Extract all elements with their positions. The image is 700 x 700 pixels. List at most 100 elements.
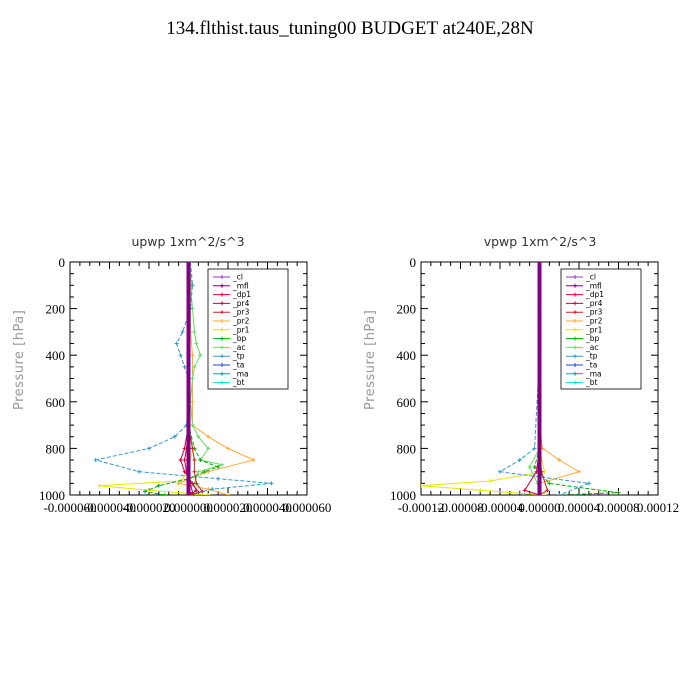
series-point (545, 488, 550, 493)
legend-entry: _dp1 (585, 290, 604, 299)
zero-marker (537, 400, 542, 404)
series-point (206, 493, 211, 495)
zero-marker (186, 355, 191, 359)
x-tick-label: -0.00004 (477, 500, 524, 515)
zero-marker (537, 263, 542, 267)
series-point (577, 469, 581, 474)
zero-marker (186, 341, 191, 345)
zero-marker (537, 492, 542, 495)
zero-marker (186, 372, 191, 376)
zero-marker (186, 302, 191, 306)
zero-marker (186, 436, 191, 440)
x-tick-label: -0.00008 (437, 500, 484, 515)
zero-marker (537, 358, 542, 362)
series-point (190, 283, 195, 288)
zero-marker (537, 285, 542, 289)
legend-entry: _ma (585, 369, 602, 378)
y-tick-label: 1000 (390, 488, 416, 503)
zero-marker (186, 316, 191, 320)
zero-marker (186, 271, 191, 275)
series-point (616, 490, 621, 495)
zero-marker (537, 425, 542, 429)
y-tick-label: 0 (410, 255, 417, 270)
legend-marker (220, 319, 224, 323)
series-point (147, 488, 151, 493)
y-tick-label: 400 (397, 348, 417, 363)
zero-marker (537, 470, 542, 474)
zero-marker (537, 349, 542, 353)
series-point (192, 469, 197, 474)
y-tick-label: 200 (397, 302, 417, 317)
zero-marker (537, 383, 542, 387)
legend-entry: _mfl (585, 281, 602, 290)
zero-marker (537, 352, 542, 356)
zero-marker (186, 425, 191, 429)
series-point (162, 493, 167, 495)
series-point (182, 364, 187, 369)
zero-marker (537, 461, 542, 465)
zero-marker (537, 288, 542, 292)
series-point (220, 462, 225, 467)
zero-marker (186, 308, 191, 312)
zero-marker (186, 375, 191, 379)
series-point (190, 376, 195, 381)
zero-marker (186, 322, 191, 326)
zero-marker (537, 299, 542, 303)
series-point (194, 481, 199, 486)
series-point (97, 483, 102, 488)
series-point (527, 465, 532, 470)
zero-marker (186, 461, 191, 465)
zero-marker (537, 467, 542, 471)
series-point (156, 483, 161, 488)
zero-marker (186, 467, 191, 471)
series-point (182, 458, 187, 463)
zero-marker (537, 372, 542, 376)
zero-marker (537, 459, 542, 463)
zero-marker (186, 327, 191, 331)
zero-marker (186, 319, 191, 323)
x-tick-label: -0.000060 (43, 500, 96, 515)
zero-marker (537, 277, 542, 281)
legend-entry: _bp (585, 334, 600, 343)
zero-marker (537, 464, 542, 468)
zero-marker (537, 450, 542, 454)
zero-marker (186, 394, 191, 398)
series-point (190, 490, 195, 495)
zero-marker (186, 274, 191, 278)
zero-marker (186, 333, 191, 337)
zero-marker (537, 397, 542, 401)
zero-marker (186, 391, 191, 395)
zero-marker (186, 456, 191, 460)
zero-marker (186, 411, 191, 415)
series-point (190, 446, 195, 451)
zero-marker (186, 422, 191, 426)
legend-entry: _pr4 (585, 299, 603, 308)
series-point (196, 469, 201, 474)
zero-marker (186, 478, 191, 482)
series-point (190, 423, 195, 428)
zero-marker (537, 447, 542, 451)
zero-marker (537, 472, 542, 476)
legend-marker (220, 327, 224, 332)
zero-marker (537, 453, 542, 457)
zero-marker (537, 478, 542, 482)
y-axis-label: Pressure [hPa] (363, 310, 378, 410)
legend-marker (573, 363, 577, 367)
zero-marker (186, 431, 191, 435)
zero-marker (186, 352, 191, 356)
series-point (210, 487, 215, 492)
series-point (192, 329, 197, 334)
zero-marker (186, 400, 191, 404)
zero-marker (186, 363, 191, 367)
x-tick-label: 0.00012 (637, 500, 679, 515)
zero-marker (537, 391, 542, 395)
zero-marker (186, 484, 191, 488)
zero-marker (186, 335, 191, 339)
series-point (557, 493, 562, 495)
chart-title: upwp 1xm^2/s^3 (131, 234, 244, 249)
zero-marker (537, 363, 542, 367)
zero-marker (186, 277, 191, 281)
zero-marker (186, 266, 191, 270)
series-point (557, 458, 562, 463)
